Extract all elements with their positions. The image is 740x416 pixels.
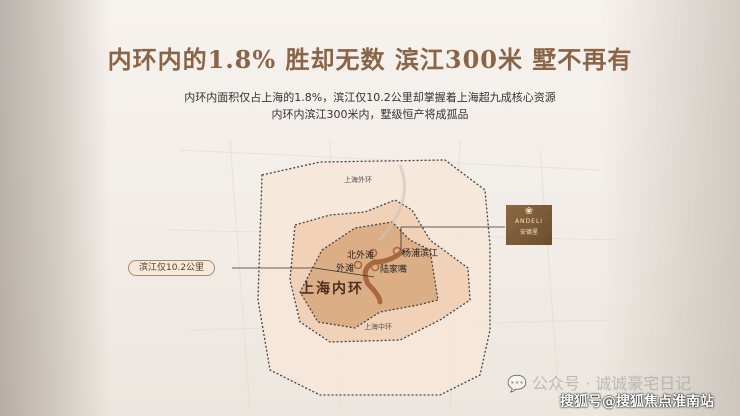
riverside-callout-tag: 滨江仅10.2公里 [128,260,216,276]
subtitle-line-1: 内环内面积仅占上海的1.8%，滨江仅10.2公里却掌握着上海超九成核心资源 [184,91,556,104]
background-right-skyline [600,0,740,416]
marker-lujiazui [370,262,380,272]
place-yangpu-riverside: 杨浦滨江 [402,249,439,259]
background-left-skyline [0,0,110,416]
inner-ring-area [299,221,439,329]
outer-ring-label: 上海外环 [344,176,372,184]
place-lujiazui: 陆家嘴 [380,265,408,275]
callout-leader-line [232,267,375,278]
place-north-bund: 北外滩 [347,251,375,261]
wechat-icon: 💬 [507,374,527,393]
marker-bund [353,260,363,270]
logo-emblem-icon: ❀ [524,206,534,217]
river [362,249,405,305]
middle-ring-label: 上海中环 [364,323,392,331]
marker-north-bund [368,248,378,258]
marker-yangpu [392,246,402,256]
sohu-watermark: 搜狐号@搜狐焦点淮南站 [560,394,714,410]
subtitle-line-2: 内环内滨江300米内，墅级恒产将成孤品 [271,108,469,121]
wechat-watermark: 💬 公众号 · 诚诚豪宅日记 [507,374,692,393]
andeli-logo: ❀ ANDELI 安德里 [506,205,552,245]
place-bund: 外滩 [336,264,355,274]
page-title: 内环内的1.8% 胜却无数 滨江300米 墅不再有 [107,45,633,74]
inner-ring-label: 上海内环 [300,281,364,297]
logo-leader-line [400,226,505,250]
river-bg [378,164,406,241]
